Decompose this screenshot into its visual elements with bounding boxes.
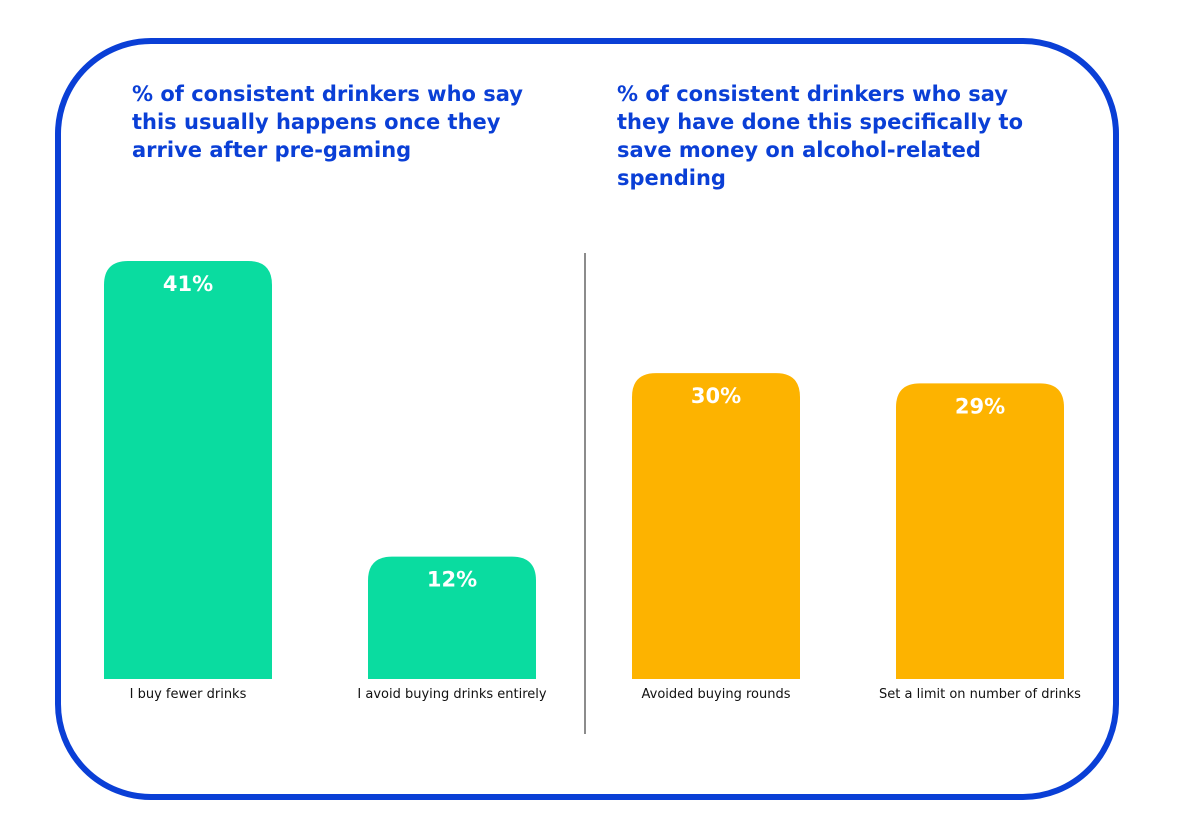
right-bar-chart: 30% Avoided buying rounds 29% Set a limit o… xyxy=(632,373,1081,702)
right-chart-title: % of consistent drinkers who say they ha… xyxy=(617,82,1024,190)
bar-value-label: 29% xyxy=(955,394,1005,418)
category-label: I buy fewer drinks xyxy=(130,687,247,702)
bar xyxy=(632,373,800,679)
bar-value-label: 30% xyxy=(691,384,741,408)
bar xyxy=(896,383,1064,679)
chart-frame xyxy=(55,38,1119,800)
bar xyxy=(368,556,536,679)
category-label: Set a limit on number of drinks xyxy=(879,687,1081,702)
bar-value-label: 12% xyxy=(427,568,477,592)
bar-value-label: 41% xyxy=(163,272,213,296)
left-bar-chart: 41% I buy fewer drinks 12% I avoid buying d… xyxy=(104,261,547,702)
category-label: I avoid buying drinks entirely xyxy=(357,687,546,702)
category-label: Avoided buying rounds xyxy=(642,687,791,702)
left-chart-title: % of consistent drinkers who say this us… xyxy=(132,82,523,162)
bar xyxy=(104,261,272,679)
